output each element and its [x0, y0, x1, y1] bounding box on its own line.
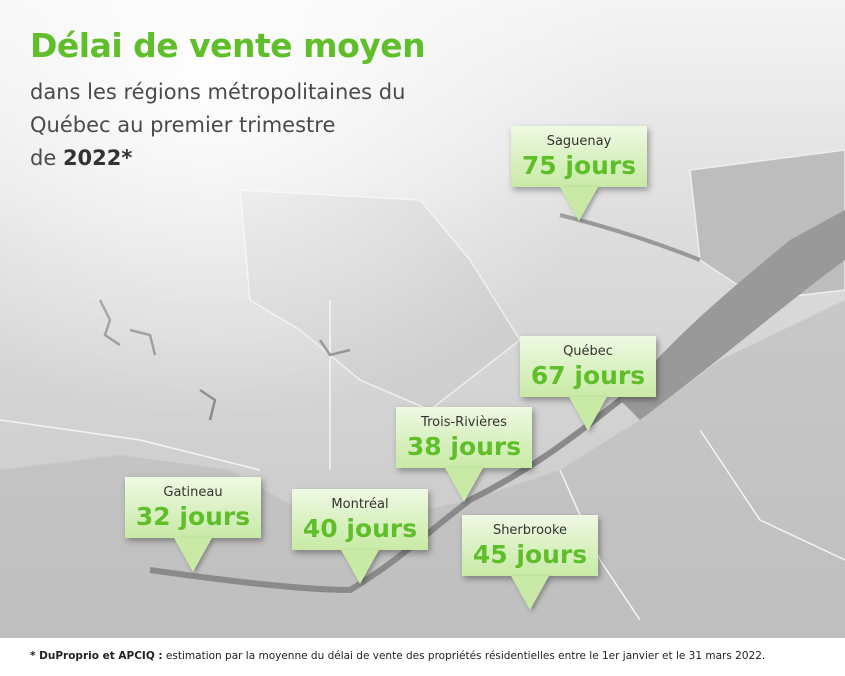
region-value: 75 jours	[521, 151, 637, 180]
region-name: Trois-Rivières	[421, 415, 507, 430]
region-value: 45 jours	[472, 540, 588, 569]
region-value: 67 jours	[530, 361, 646, 390]
region-value: 38 jours	[406, 432, 522, 461]
subtitle-line: de 2022*	[30, 142, 405, 175]
subtitle-year: 2022*	[62, 146, 133, 170]
subtitle: dans les régions métropolitaines du Québ…	[30, 76, 405, 175]
region-name: Sherbrooke	[492, 523, 568, 538]
region-marker: Gatineau 32 jours	[125, 477, 261, 538]
region-marker: Sherbrooke 45 jours	[462, 515, 598, 576]
region-value: 40 jours	[302, 514, 418, 543]
region-marker: Montréal 40 jours	[292, 489, 428, 550]
region-marker: Saguenay 75 jours	[511, 126, 647, 187]
region-name: Montréal	[331, 497, 389, 512]
region-name: Saguenay	[546, 134, 612, 149]
region-name: Gatineau	[163, 485, 223, 500]
subtitle-line: Québec au premier trimestre	[30, 113, 336, 137]
region-marker: Québec 67 jours	[520, 336, 656, 397]
footnote-source: * DuProprio et APCIQ :	[30, 650, 163, 662]
title: Délai de vente moyen	[30, 26, 426, 65]
region-value: 32 jours	[135, 502, 251, 531]
region-name: Québec	[563, 344, 613, 359]
footnote-text: estimation par la moyenne du délai de ve…	[165, 650, 766, 662]
region-marker: Trois-Rivières 38 jours	[396, 407, 532, 468]
footnote: * DuProprio et APCIQ : estimation par la…	[0, 638, 845, 676]
subtitle-text: de	[30, 146, 57, 170]
subtitle-line: dans les régions métropolitaines du	[30, 80, 406, 104]
